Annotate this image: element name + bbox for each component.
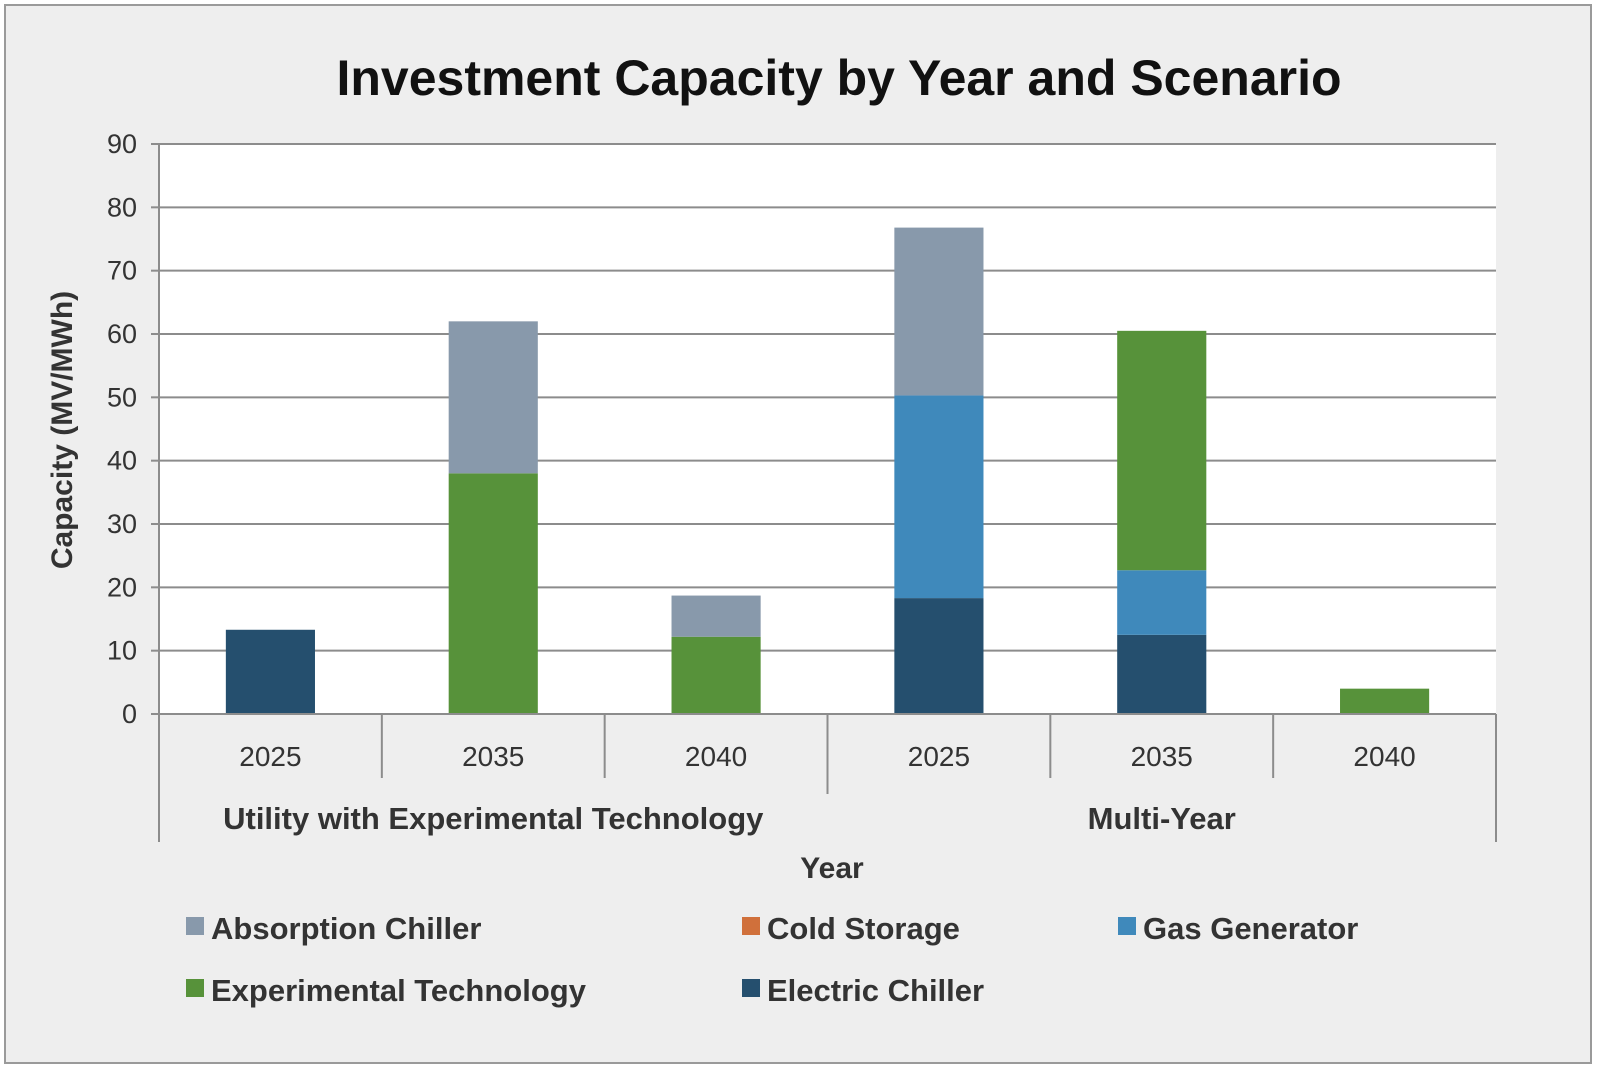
bar-absorption-chiller bbox=[671, 595, 761, 637]
y-tick-label: 90 bbox=[107, 129, 137, 159]
legend-label: Experimental Technology bbox=[211, 973, 587, 1008]
legend-swatch bbox=[742, 917, 760, 935]
x-category-label: 2025 bbox=[908, 741, 970, 772]
legend-swatch bbox=[1118, 917, 1136, 935]
legend-label: Absorption Chiller bbox=[211, 911, 481, 946]
bar-experimental-technology bbox=[1340, 688, 1430, 714]
x-group-label: Utility with Experimental Technology bbox=[223, 801, 764, 836]
x-category-label: 2035 bbox=[1131, 741, 1193, 772]
bar-experimental-technology bbox=[448, 473, 538, 714]
y-tick-label: 20 bbox=[107, 572, 137, 602]
chart-frame: Investment Capacity by Year and Scenario… bbox=[4, 4, 1592, 1064]
y-tick-label: 40 bbox=[107, 446, 137, 476]
y-axis-title: Capacity (MV/MWh) bbox=[46, 291, 79, 569]
y-tick-label: 80 bbox=[107, 192, 137, 222]
chart-svg: Investment Capacity by Year and Scenario… bbox=[46, 50, 1497, 1008]
x-category-labels: 2025 2035 2040 2025 2035 2040 bbox=[239, 741, 1415, 772]
x-group-label: Multi-Year bbox=[1088, 801, 1236, 836]
axes bbox=[158, 144, 1497, 842]
x-axis-title: Year bbox=[800, 852, 864, 885]
x-group-labels: Utility with Experimental Technology Mult… bbox=[223, 801, 1236, 836]
bar-experimental-technology bbox=[1117, 330, 1207, 571]
legend-label: Gas Generator bbox=[1143, 911, 1358, 946]
bars bbox=[225, 227, 1430, 714]
gridlines bbox=[151, 143, 1496, 715]
legend-swatch bbox=[742, 979, 760, 997]
y-tick-label: 60 bbox=[107, 319, 137, 349]
chart-title: Investment Capacity by Year and Scenario bbox=[336, 50, 1341, 106]
y-tick-label: 0 bbox=[122, 699, 137, 729]
x-category-label: 2040 bbox=[1353, 741, 1415, 772]
bar-absorption-chiller bbox=[894, 227, 984, 396]
legend: Absorption Chiller Cold Storage Gas Genera… bbox=[186, 911, 1358, 1008]
bar-electric-chiller bbox=[225, 629, 315, 714]
bar-gas-generator bbox=[1117, 570, 1207, 635]
legend-label: Cold Storage bbox=[767, 911, 960, 946]
legend-swatch bbox=[186, 979, 204, 997]
legend-swatch bbox=[186, 917, 204, 935]
y-tick-label: 30 bbox=[107, 509, 137, 539]
y-tick-label: 50 bbox=[107, 382, 137, 412]
x-category-label: 2035 bbox=[462, 741, 524, 772]
bar-absorption-chiller bbox=[448, 321, 538, 474]
y-tick-label: 10 bbox=[107, 636, 137, 666]
plot-area bbox=[159, 144, 1496, 714]
x-category-label: 2025 bbox=[239, 741, 301, 772]
bar-electric-chiller bbox=[894, 598, 984, 714]
bar-gas-generator bbox=[894, 395, 984, 599]
x-category-label: 2040 bbox=[685, 741, 747, 772]
y-tick-label: 70 bbox=[107, 256, 137, 286]
bar-experimental-technology bbox=[671, 636, 761, 714]
bar-electric-chiller bbox=[1117, 634, 1207, 714]
legend-label: Electric Chiller bbox=[767, 973, 984, 1008]
y-tick-labels: 0 10 20 30 40 50 60 70 80 90 bbox=[107, 129, 137, 729]
